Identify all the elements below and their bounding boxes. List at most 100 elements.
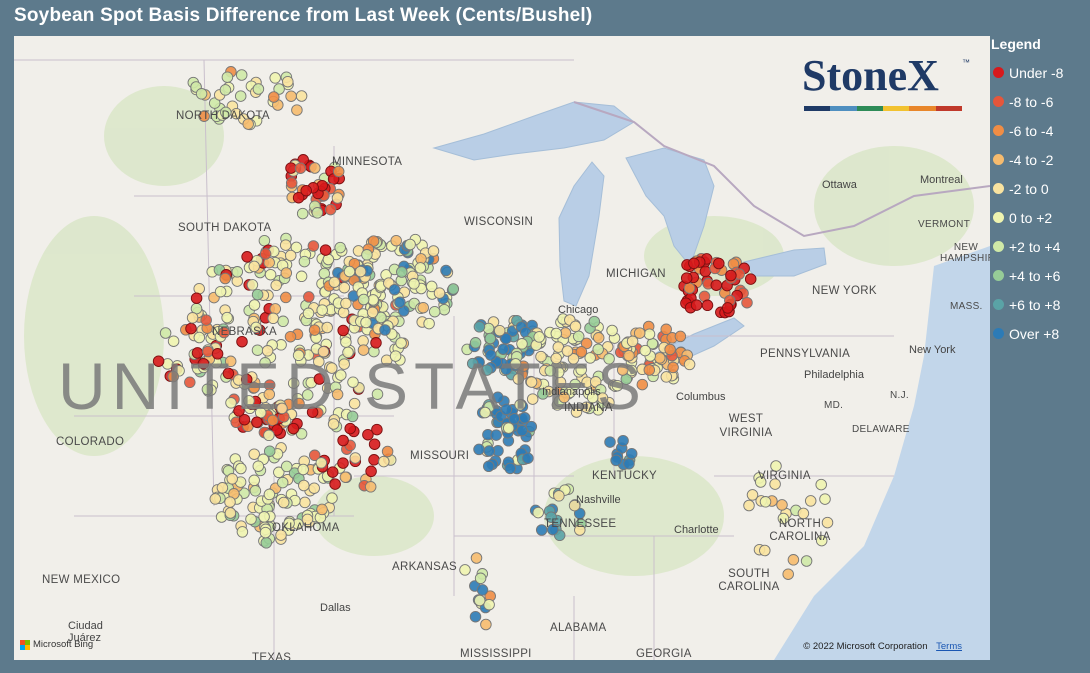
basis-point[interactable] bbox=[469, 337, 482, 349]
basis-point[interactable] bbox=[423, 317, 435, 330]
basis-point[interactable] bbox=[438, 303, 451, 316]
basis-point[interactable] bbox=[302, 307, 315, 320]
basis-point[interactable] bbox=[185, 322, 197, 335]
basis-point[interactable] bbox=[236, 335, 248, 348]
basis-point[interactable] bbox=[396, 266, 408, 278]
basis-point[interactable] bbox=[266, 414, 279, 427]
basis-point[interactable] bbox=[259, 357, 271, 369]
basis-point[interactable] bbox=[295, 428, 308, 440]
basis-point[interactable] bbox=[623, 458, 635, 470]
basis-point[interactable] bbox=[337, 324, 349, 337]
basis-point[interactable] bbox=[308, 482, 320, 494]
basis-point[interactable] bbox=[316, 304, 328, 316]
basis-point[interactable] bbox=[603, 353, 615, 365]
basis-point[interactable] bbox=[604, 436, 616, 448]
basis-point[interactable] bbox=[535, 524, 548, 536]
basis-point[interactable] bbox=[664, 343, 676, 356]
basis-point[interactable] bbox=[324, 203, 337, 216]
basis-point[interactable] bbox=[370, 337, 382, 349]
basis-point[interactable] bbox=[516, 424, 528, 437]
basis-point[interactable] bbox=[248, 448, 260, 460]
basis-point[interactable] bbox=[193, 282, 205, 295]
legend-item[interactable]: -4 to -2 bbox=[990, 145, 1090, 174]
basis-point[interactable] bbox=[224, 507, 237, 519]
basis-point[interactable] bbox=[340, 297, 352, 310]
legend-item[interactable]: -6 to -4 bbox=[990, 116, 1090, 145]
basis-point[interactable] bbox=[483, 445, 496, 457]
basis-point[interactable] bbox=[248, 260, 260, 273]
basis-point[interactable] bbox=[214, 285, 227, 298]
basis-point[interactable] bbox=[331, 388, 344, 401]
basis-point[interactable] bbox=[525, 376, 538, 388]
basis-point[interactable] bbox=[231, 266, 244, 278]
basis-point[interactable] bbox=[360, 316, 372, 329]
basis-point[interactable] bbox=[246, 279, 259, 291]
basis-point[interactable] bbox=[787, 554, 800, 566]
basis-point[interactable] bbox=[440, 264, 452, 277]
basis-point[interactable] bbox=[263, 429, 275, 442]
basis-point[interactable] bbox=[300, 184, 312, 197]
basis-point[interactable] bbox=[279, 239, 292, 251]
basis-point[interactable] bbox=[660, 371, 673, 383]
basis-point[interactable] bbox=[550, 352, 562, 365]
basis-point[interactable] bbox=[193, 331, 206, 344]
basis-point[interactable] bbox=[485, 349, 497, 361]
basis-point[interactable] bbox=[606, 324, 618, 337]
basis-point[interactable] bbox=[479, 406, 491, 419]
basis-point[interactable] bbox=[258, 511, 270, 523]
basis-point[interactable] bbox=[328, 276, 341, 288]
basis-point[interactable] bbox=[259, 526, 272, 539]
basis-point[interactable] bbox=[759, 544, 771, 557]
basis-point[interactable] bbox=[366, 306, 379, 319]
legend-item[interactable]: Under -8 bbox=[990, 58, 1090, 87]
basis-point[interactable] bbox=[688, 257, 700, 270]
basis-point[interactable] bbox=[532, 506, 544, 519]
basis-point[interactable] bbox=[754, 476, 767, 488]
bing-attribution[interactable]: Microsoft Bing bbox=[20, 639, 93, 650]
basis-point[interactable] bbox=[611, 379, 624, 392]
basis-point[interactable] bbox=[476, 584, 489, 596]
basis-point[interactable] bbox=[547, 523, 559, 536]
basis-point[interactable] bbox=[295, 90, 308, 102]
basis-point[interactable] bbox=[346, 410, 359, 423]
basis-point[interactable] bbox=[550, 327, 563, 340]
basis-point[interactable] bbox=[490, 429, 502, 441]
basis-point[interactable] bbox=[295, 270, 308, 283]
basis-point[interactable] bbox=[276, 476, 289, 489]
basis-point[interactable] bbox=[317, 345, 330, 358]
basis-point[interactable] bbox=[776, 499, 788, 511]
basis-point[interactable] bbox=[782, 568, 794, 580]
basis-point[interactable] bbox=[263, 445, 276, 457]
basis-point[interactable] bbox=[572, 330, 585, 343]
basis-point[interactable] bbox=[287, 377, 300, 389]
basis-point[interactable] bbox=[721, 302, 734, 314]
basis-point[interactable] bbox=[211, 348, 224, 360]
basis-point[interactable] bbox=[322, 253, 335, 266]
basis-point[interactable] bbox=[283, 517, 295, 530]
basis-point[interactable] bbox=[331, 192, 344, 204]
basis-point[interactable] bbox=[329, 478, 341, 490]
basis-point[interactable] bbox=[292, 349, 305, 362]
basis-point[interactable] bbox=[243, 395, 255, 407]
basis-point[interactable] bbox=[354, 265, 367, 278]
basis-point[interactable] bbox=[625, 447, 638, 460]
basis-point[interactable] bbox=[592, 343, 604, 356]
basis-point[interactable] bbox=[588, 315, 601, 328]
basis-point[interactable] bbox=[447, 283, 460, 295]
basis-point[interactable] bbox=[500, 332, 512, 345]
basis-point[interactable] bbox=[484, 332, 497, 345]
basis-point[interactable] bbox=[282, 75, 294, 88]
basis-point[interactable] bbox=[357, 344, 370, 356]
basis-point[interactable] bbox=[580, 401, 593, 413]
basis-point[interactable] bbox=[381, 445, 394, 458]
basis-point[interactable] bbox=[395, 337, 407, 349]
basis-point[interactable] bbox=[516, 338, 528, 350]
basis-point[interactable] bbox=[251, 288, 264, 301]
basis-point[interactable] bbox=[184, 376, 196, 389]
basis-point[interactable] bbox=[482, 460, 495, 473]
basis-point[interactable] bbox=[769, 478, 781, 490]
basis-point[interactable] bbox=[238, 413, 251, 426]
basis-point[interactable] bbox=[280, 291, 292, 304]
basis-point[interactable] bbox=[276, 402, 288, 415]
basis-point[interactable] bbox=[667, 361, 679, 374]
